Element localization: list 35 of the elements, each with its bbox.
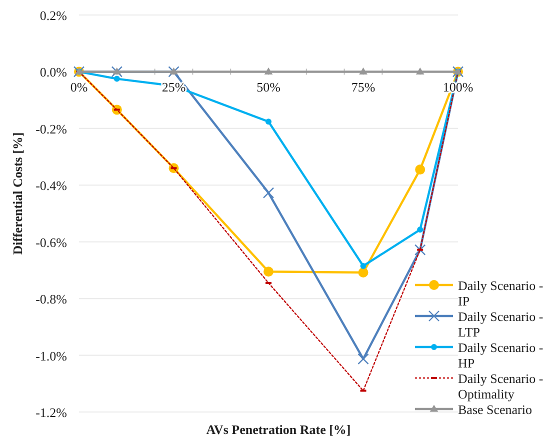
point — [170, 68, 178, 75]
point — [358, 353, 369, 365]
legend-label: Daily Scenario - HP — [458, 340, 544, 370]
legend-label: Daily Scenario - LTP — [458, 309, 544, 340]
point — [417, 226, 424, 233]
y-tick-label: -0.4% — [36, 178, 68, 194]
point — [415, 164, 426, 175]
point — [264, 266, 274, 277]
point — [266, 118, 272, 125]
x-tick-label: 75% — [351, 80, 376, 95]
legend-label: Daily Scenario - Optimality — [458, 371, 544, 402]
y-tick-label: -0.2% — [36, 121, 68, 136]
point — [414, 244, 426, 256]
y-tick-label: 0.0% — [40, 64, 68, 80]
x-tick-label: 50% — [256, 80, 281, 95]
y-tick-label: -1.2% — [36, 405, 68, 420]
point — [359, 68, 368, 75]
point — [262, 187, 274, 198]
point — [111, 66, 122, 78]
point — [114, 76, 120, 82]
point — [360, 262, 366, 269]
y-axis-title: Differential Costs [%] — [10, 132, 25, 255]
y-tick-label: -0.6% — [36, 234, 68, 250]
legend-label: Daily Scenario - IP — [458, 278, 544, 308]
point — [112, 68, 122, 75]
x-axis-title: AVs Penetration Rate [%] — [206, 422, 351, 437]
point — [264, 68, 273, 75]
y-tick-label: -1.0% — [36, 348, 68, 364]
legend-label: Base Scenario — [458, 402, 532, 417]
x-tick-label: 0% — [70, 80, 88, 95]
y-tick-label: 0.2% — [40, 8, 68, 23]
y-tick-label: -0.8% — [36, 292, 68, 307]
point — [358, 267, 368, 278]
point — [416, 68, 424, 75]
point — [168, 66, 180, 78]
